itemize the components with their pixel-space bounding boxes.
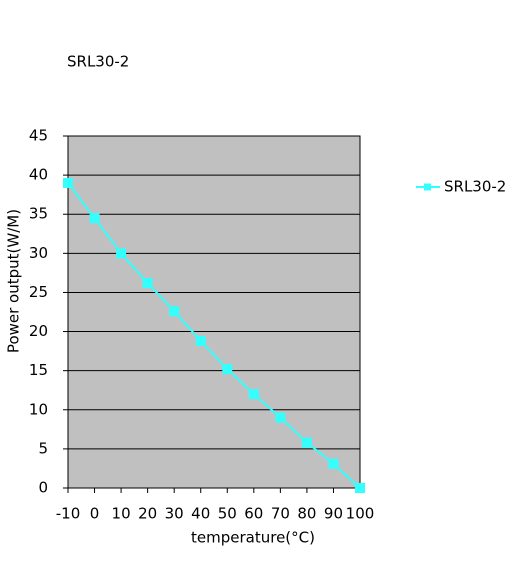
x-axis-label: temperature(°C) (191, 529, 315, 547)
y-tick-label: 0 (38, 479, 48, 497)
point (116, 248, 127, 259)
point (248, 389, 259, 400)
point (169, 306, 180, 317)
point (89, 213, 100, 224)
point (355, 483, 365, 493)
legend-label: SRL30-2 (444, 178, 506, 196)
point (275, 412, 286, 423)
legend-marker (424, 183, 431, 191)
x-tick-label: -10 (56, 505, 81, 523)
x-tick-label: 20 (138, 505, 157, 523)
x-tick-label: 30 (165, 505, 184, 523)
y-tick-label: 30 (29, 244, 48, 262)
plot-area (67, 135, 361, 489)
x-tick-label: 40 (191, 505, 210, 523)
point (63, 177, 73, 188)
point (301, 437, 312, 448)
y-tick-label: 15 (29, 361, 48, 379)
y-tick-label: 25 (29, 283, 48, 301)
x-tick-label: 70 (271, 505, 290, 523)
x-tick-label: 10 (112, 505, 131, 523)
y-tick-label: 45 (29, 127, 48, 145)
point (328, 458, 339, 469)
x-tick-label: 80 (297, 505, 316, 523)
point (142, 278, 153, 289)
y-tick-label: 10 (29, 400, 48, 418)
x-tick-label: 0 (90, 505, 100, 523)
chart-title: SRL30-2 (67, 53, 129, 71)
x-tick-label: 50 (218, 505, 237, 523)
point (222, 364, 233, 375)
y-tick-label: 35 (29, 205, 48, 223)
x-tick-label: 90 (324, 505, 343, 523)
y-axis-label: Power output(W/M) (5, 209, 23, 353)
y-tick-label: 40 (29, 166, 48, 184)
x-tick-label: 100 (346, 505, 375, 523)
y-tick-label: 20 (29, 322, 48, 340)
x-tick-label: 60 (244, 505, 263, 523)
y-tick-label: 5 (38, 439, 48, 457)
point (195, 335, 206, 346)
